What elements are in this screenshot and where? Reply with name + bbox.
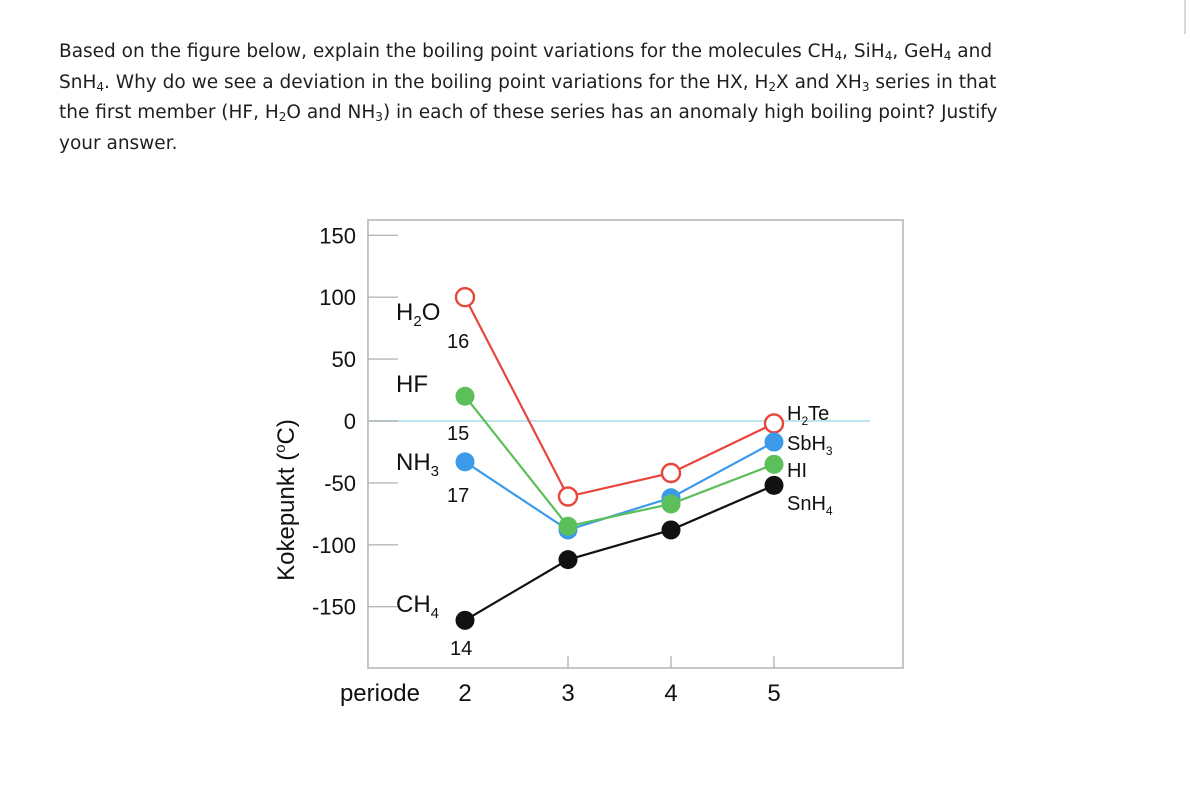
subscript: 2: [768, 79, 777, 94]
scroll-edge: [1184, 0, 1186, 34]
question-segment: X and XH: [776, 71, 862, 93]
last-member-label-xh4-sub: 4: [826, 504, 833, 518]
y-tick-label: -50: [324, 471, 356, 496]
y-tick-label: 100: [319, 285, 356, 310]
plot-frame: [367, 219, 904, 669]
last-member-label-xh4: SnH4: [787, 493, 833, 518]
last-member-label-xh3-main: SbH: [787, 433, 826, 455]
first-member-label-xh3-main: NH: [396, 449, 431, 476]
data-point-hx-5: [764, 454, 784, 474]
y-axis-label-sup: o: [272, 444, 289, 452]
last-member-label-h2x-main: H: [787, 403, 801, 425]
data-point-h2x-3: [557, 486, 579, 507]
first-member-label-xh4-sub: 4: [431, 605, 439, 622]
y-axis-label-suffix: C): [273, 419, 300, 444]
first-member-number-hx: 15: [447, 423, 469, 445]
question-segment: your answer.: [59, 132, 178, 154]
first-member-label-xh4: CH4: [396, 591, 439, 622]
question-line-3: the first member (HF, H2O and NH3) in ea…: [59, 98, 1069, 129]
question-text: Based on the figure below, explain the b…: [59, 37, 1069, 159]
data-point-h2x-2: [454, 287, 476, 308]
subscript: 4: [943, 49, 952, 63]
y-tick-label: 150: [319, 223, 356, 248]
data-point-xh4-2: [455, 610, 475, 630]
series-line-hx: [464, 395, 775, 528]
subscript: 3: [861, 79, 870, 94]
data-point-hx-2: [455, 386, 475, 406]
series-line-xh3: [464, 441, 775, 532]
question-line-4: your answer.: [59, 129, 1069, 160]
data-point-xh4-4: [661, 520, 681, 540]
data-point-xh3-5: [764, 432, 784, 452]
x-tick-label: 4: [664, 680, 677, 707]
first-member-label-h2x-main: H: [396, 299, 413, 326]
question-line-1: Based on the figure below, explain the b…: [59, 37, 1069, 68]
question-segment: , SiH: [842, 41, 885, 62]
last-member-label-h2x: H2Te: [787, 403, 829, 428]
last-member-label-hx-main: HI: [787, 460, 807, 482]
subscript: 4: [834, 49, 843, 63]
data-point-xh3-2: [455, 452, 475, 472]
first-member-label-h2x-sub: 2: [413, 313, 421, 330]
series-line-xh4: [464, 484, 775, 622]
x-tick-label: 2: [458, 680, 471, 707]
first-member-label-hx: HF: [396, 371, 428, 398]
first-member-label-xh4-main: CH: [396, 591, 431, 618]
y-tick-label: -100: [312, 533, 356, 558]
y-tick-label: 0: [344, 409, 356, 434]
y-axis-label-prefix: Kokepunkt (: [273, 453, 300, 581]
first-member-number-xh4: 14: [450, 638, 472, 660]
question-segment: and: [951, 41, 993, 62]
question-segment: the first member (HF, H: [59, 102, 279, 123]
last-member-label-h2x-tail: Te: [808, 403, 829, 425]
question-segment: series in that: [869, 71, 997, 93]
x-tick-label: 3: [561, 680, 574, 707]
subscript: 2: [278, 110, 287, 124]
last-member-label-xh3: SbH3: [787, 433, 833, 458]
data-point-h2x-5: [763, 413, 785, 434]
subscript: 4: [884, 49, 893, 63]
question-segment: ) in each of these series has an anomaly…: [382, 102, 998, 123]
x-axis-label: periode: [340, 680, 420, 707]
y-tick-label: -150: [312, 595, 356, 620]
data-point-h2x-4: [660, 462, 682, 484]
first-member-label-hx-main: HF: [396, 371, 428, 398]
x-tick-label: 5: [767, 680, 780, 707]
question-line-2: SnH4. Why do we see a deviation in the b…: [59, 68, 1069, 99]
y-axis-label: Kokepunkt (oC): [272, 419, 300, 581]
y-tick-label: 50: [332, 347, 356, 372]
question-segment: , GeH: [892, 41, 944, 62]
question-segment: Based on the figure below, explain the b…: [59, 41, 835, 62]
question-segment: SnH: [59, 71, 97, 93]
last-member-label-xh3-sub: 3: [826, 444, 833, 458]
subscript: 3: [375, 110, 383, 124]
subscript: 4: [96, 79, 105, 94]
last-member-label-xh4-main: SnH: [787, 493, 826, 515]
first-member-label-xh3-sub: 3: [431, 463, 439, 480]
last-member-label-hx: HI: [787, 460, 807, 482]
question-segment: . Why do we see a deviation in the boili…: [104, 71, 769, 93]
first-member-number-xh3: 17: [447, 485, 469, 507]
first-member-label-h2x: H2O: [396, 299, 440, 330]
data-point-xh4-5: [764, 475, 784, 495]
first-member-number-h2x: 16: [447, 331, 469, 353]
last-member-label-h2x-sub: 2: [801, 414, 808, 428]
first-member-label-h2x-tail: O: [422, 299, 441, 326]
data-point-hx-3: [558, 516, 578, 536]
data-point-xh4-3: [558, 550, 578, 570]
data-point-hx-4: [661, 494, 681, 514]
series-line-h2x: [464, 296, 775, 498]
first-member-label-xh3: NH3: [396, 449, 439, 480]
question-segment: O and NH: [286, 102, 376, 123]
